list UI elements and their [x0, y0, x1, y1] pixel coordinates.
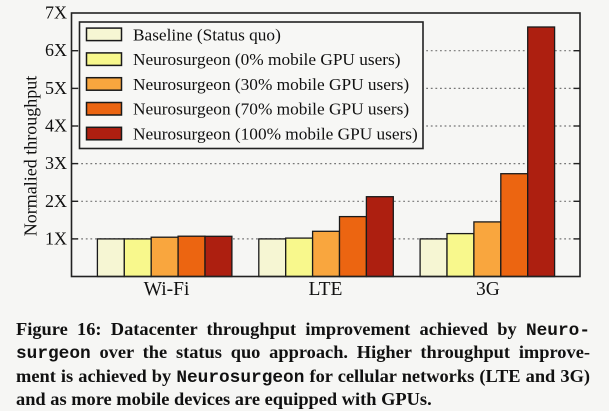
svg-text:LTE: LTE	[309, 279, 343, 300]
svg-text:1X: 1X	[45, 228, 67, 248]
svg-text:7X: 7X	[45, 3, 67, 23]
svg-text:3X: 3X	[45, 153, 67, 173]
svg-text:3G: 3G	[476, 279, 500, 300]
svg-text:4X: 4X	[45, 116, 67, 136]
svg-text:Neurosurgeon (0% mobile GPU us: Neurosurgeon (0% mobile GPU users)	[133, 50, 401, 69]
svg-text:Wi-Fi: Wi-Fi	[144, 279, 190, 300]
svg-text:5X: 5X	[45, 78, 67, 98]
svg-text:Baseline (Status quo): Baseline (Status quo)	[133, 25, 281, 44]
svg-text:6X: 6X	[45, 40, 67, 60]
svg-text:2X: 2X	[45, 191, 67, 211]
svg-text:Neurosurgeon (30% mobile GPU u: Neurosurgeon (30% mobile GPU users)	[133, 75, 409, 94]
svg-text:Neurosurgeon (100% mobile GPU: Neurosurgeon (100% mobile GPU users)	[133, 125, 418, 144]
svg-text:Normalied throughput: Normalied throughput	[21, 76, 41, 236]
svg-text:Neurosurgeon (70% mobile GPU u: Neurosurgeon (70% mobile GPU users)	[133, 100, 409, 119]
